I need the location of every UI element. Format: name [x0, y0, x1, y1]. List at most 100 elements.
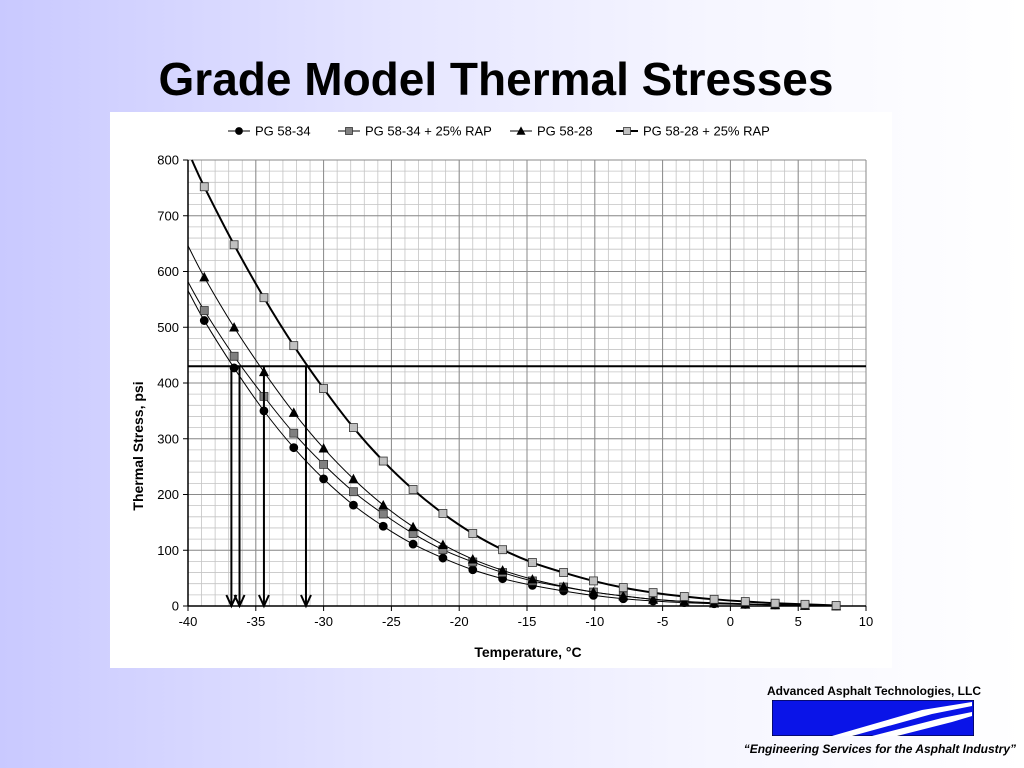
data-point	[528, 558, 537, 567]
data-point	[378, 521, 388, 531]
data-point	[318, 443, 329, 453]
data-point	[618, 590, 629, 601]
data-point	[770, 598, 780, 608]
x-tick-label: -30	[314, 614, 333, 629]
chart-grid	[187, 159, 867, 607]
y-tick-label: 0	[172, 599, 179, 614]
thermal-stress-chart: -40 -35 -30 -25 -20 -15 -10 -5 0 5 100100200300400…	[130, 124, 873, 661]
data-point	[438, 509, 448, 518]
data-point	[319, 384, 329, 393]
data-point	[740, 597, 750, 606]
legend-marker	[623, 127, 631, 135]
slide-title: Grade Model Thermal Stresses	[158, 53, 834, 105]
data-point	[288, 407, 299, 417]
data-point	[831, 601, 841, 610]
legend-entry-3: PG 58-28	[510, 124, 593, 139]
data-point	[348, 473, 359, 484]
data-point	[408, 521, 419, 532]
x-tick-label: -15	[518, 614, 537, 629]
x-tick-label: 10	[859, 614, 873, 629]
legend-entry-4: PG 58-28 + 25% RAP	[616, 124, 770, 139]
y-tick-label: 700	[157, 208, 179, 223]
data-point	[199, 306, 209, 315]
arrow-head	[225, 594, 238, 609]
series-2	[187, 281, 841, 611]
legend-label: PG 58-28	[537, 124, 593, 139]
chart-series	[187, 159, 842, 611]
x-tick-label: -20	[450, 614, 469, 629]
series-line	[187, 290, 837, 607]
data-point	[679, 596, 690, 606]
data-point	[467, 554, 478, 564]
footer-tagline: “Engineering Services for the Asphalt In…	[743, 742, 1016, 756]
chart-legend: PG 58-34 PG 58-34 + 25% RAP PG 58-28 PG 58-…	[228, 124, 770, 139]
legend-entry-1: PG 58-34	[228, 124, 311, 139]
x-tick-label: -5	[657, 614, 669, 629]
company-logo	[772, 700, 974, 736]
data-point	[618, 583, 628, 593]
x-tick-label: -25	[382, 614, 401, 629]
data-point	[648, 594, 659, 604]
x-tick-label: -10	[585, 614, 604, 629]
data-point	[199, 271, 210, 282]
chart-annotations	[188, 365, 866, 609]
data-point	[800, 599, 810, 609]
x-tick-label: -40	[179, 614, 198, 629]
data-point	[559, 568, 569, 577]
data-point	[497, 565, 508, 575]
data-point	[229, 351, 239, 361]
data-point	[319, 459, 329, 469]
x-tick-label: 0	[727, 614, 734, 629]
data-point	[199, 182, 209, 192]
y-tick-label: 300	[157, 431, 179, 446]
y-tick-label: 800	[157, 153, 179, 168]
chart-panel: -40 -35 -30 -25 -20 -15 -10 -5 0 5 10 0 100 200 300 400…	[110, 112, 892, 668]
y-tick-label: 400	[157, 376, 179, 391]
data-point	[468, 565, 478, 575]
footer-company-name: Advanced Asphalt Technologies, LLC	[766, 684, 982, 698]
legend-label: PG 58-34	[255, 124, 311, 139]
data-point	[679, 592, 689, 601]
legend-marker	[235, 127, 243, 135]
logo-road-stripe	[832, 702, 972, 736]
series-line	[187, 281, 837, 607]
data-point	[589, 576, 598, 586]
data-point	[229, 322, 240, 332]
data-point	[229, 240, 239, 250]
arrow-head	[300, 594, 312, 609]
chart-axes: -40 -35 -30 -25 -20 -15 -10 -5 0 5 100100200300400…	[157, 153, 873, 630]
data-point	[378, 499, 389, 510]
data-point	[349, 500, 358, 510]
series-4	[190, 159, 841, 610]
data-point	[199, 316, 209, 325]
x-axis-label: Temperature, °C	[474, 644, 581, 660]
legend-entry-2: PG 58-34 + 25% RAP	[338, 124, 492, 139]
data-point	[408, 539, 418, 549]
data-point	[558, 581, 569, 591]
y-tick-label: 600	[157, 264, 179, 279]
legend-label: PG 58-34 + 25% RAP	[365, 124, 492, 139]
arrow-head	[258, 594, 270, 609]
logo-road-stripe	[872, 712, 972, 736]
data-point	[468, 529, 478, 538]
data-point	[259, 293, 269, 303]
legend-label: PG 58-28 + 25% RAP	[643, 124, 770, 139]
legend-marker	[516, 126, 526, 135]
data-point	[289, 341, 299, 351]
x-tick-label: -35	[246, 614, 265, 629]
series-line	[187, 245, 837, 607]
data-point	[378, 456, 388, 466]
data-point	[349, 487, 358, 497]
data-point	[709, 594, 719, 604]
data-point	[319, 474, 329, 484]
data-point	[408, 485, 418, 494]
data-point	[289, 443, 299, 453]
data-point	[527, 574, 538, 584]
data-point	[437, 539, 448, 549]
y-tick-label: 500	[157, 320, 179, 335]
arrow-head	[233, 594, 246, 609]
y-tick-label: 200	[157, 487, 179, 502]
data-point	[438, 553, 448, 563]
data-point	[349, 423, 358, 433]
data-point	[588, 586, 599, 597]
